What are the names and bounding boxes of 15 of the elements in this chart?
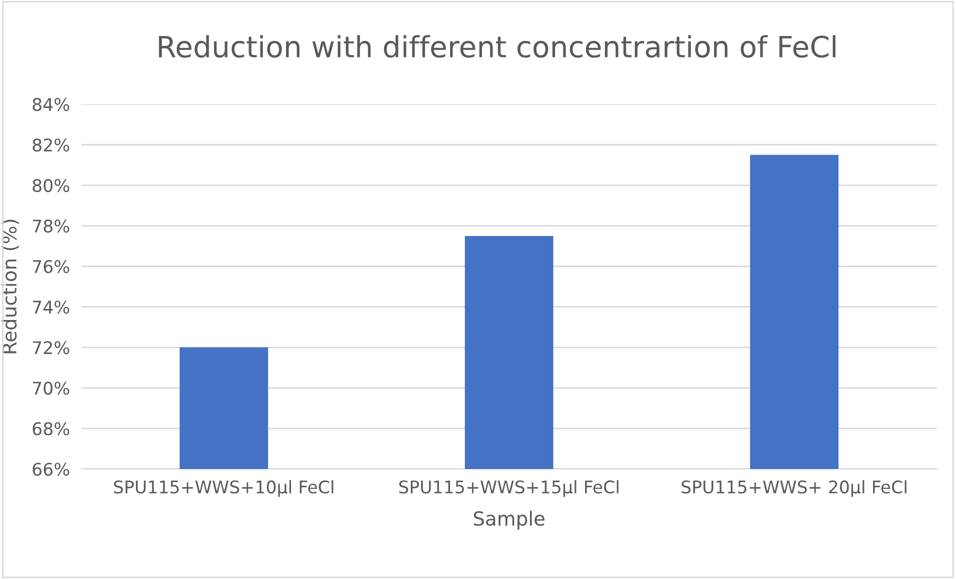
x-tick-label: SPU115+WWS+10µl FeCl (114, 480, 334, 497)
x-tick-label: SPU115+WWS+ 20µl FeCl (682, 480, 906, 497)
y-tick-label: 72% (32, 341, 70, 354)
chart-title: Reduction with different concentrartion of FeCl (158, 35, 836, 58)
y-tick-label: 76% (32, 260, 70, 274)
y-tick-label: 66% (32, 462, 70, 476)
y-tick-label: 70% (32, 382, 70, 395)
x-tick-label: SPU115+WWS+15µl FeCl (399, 480, 618, 497)
y-tick-label: 80% (32, 178, 70, 192)
y-tick-label: 78% (32, 220, 70, 233)
y-tick-label: 82% (32, 138, 70, 152)
y-tick-label: 84% (32, 98, 70, 112)
x-axis-title: Sample (474, 510, 544, 530)
y-tick-label: 74% (32, 300, 70, 314)
y-tick-label: 68% (32, 422, 70, 436)
